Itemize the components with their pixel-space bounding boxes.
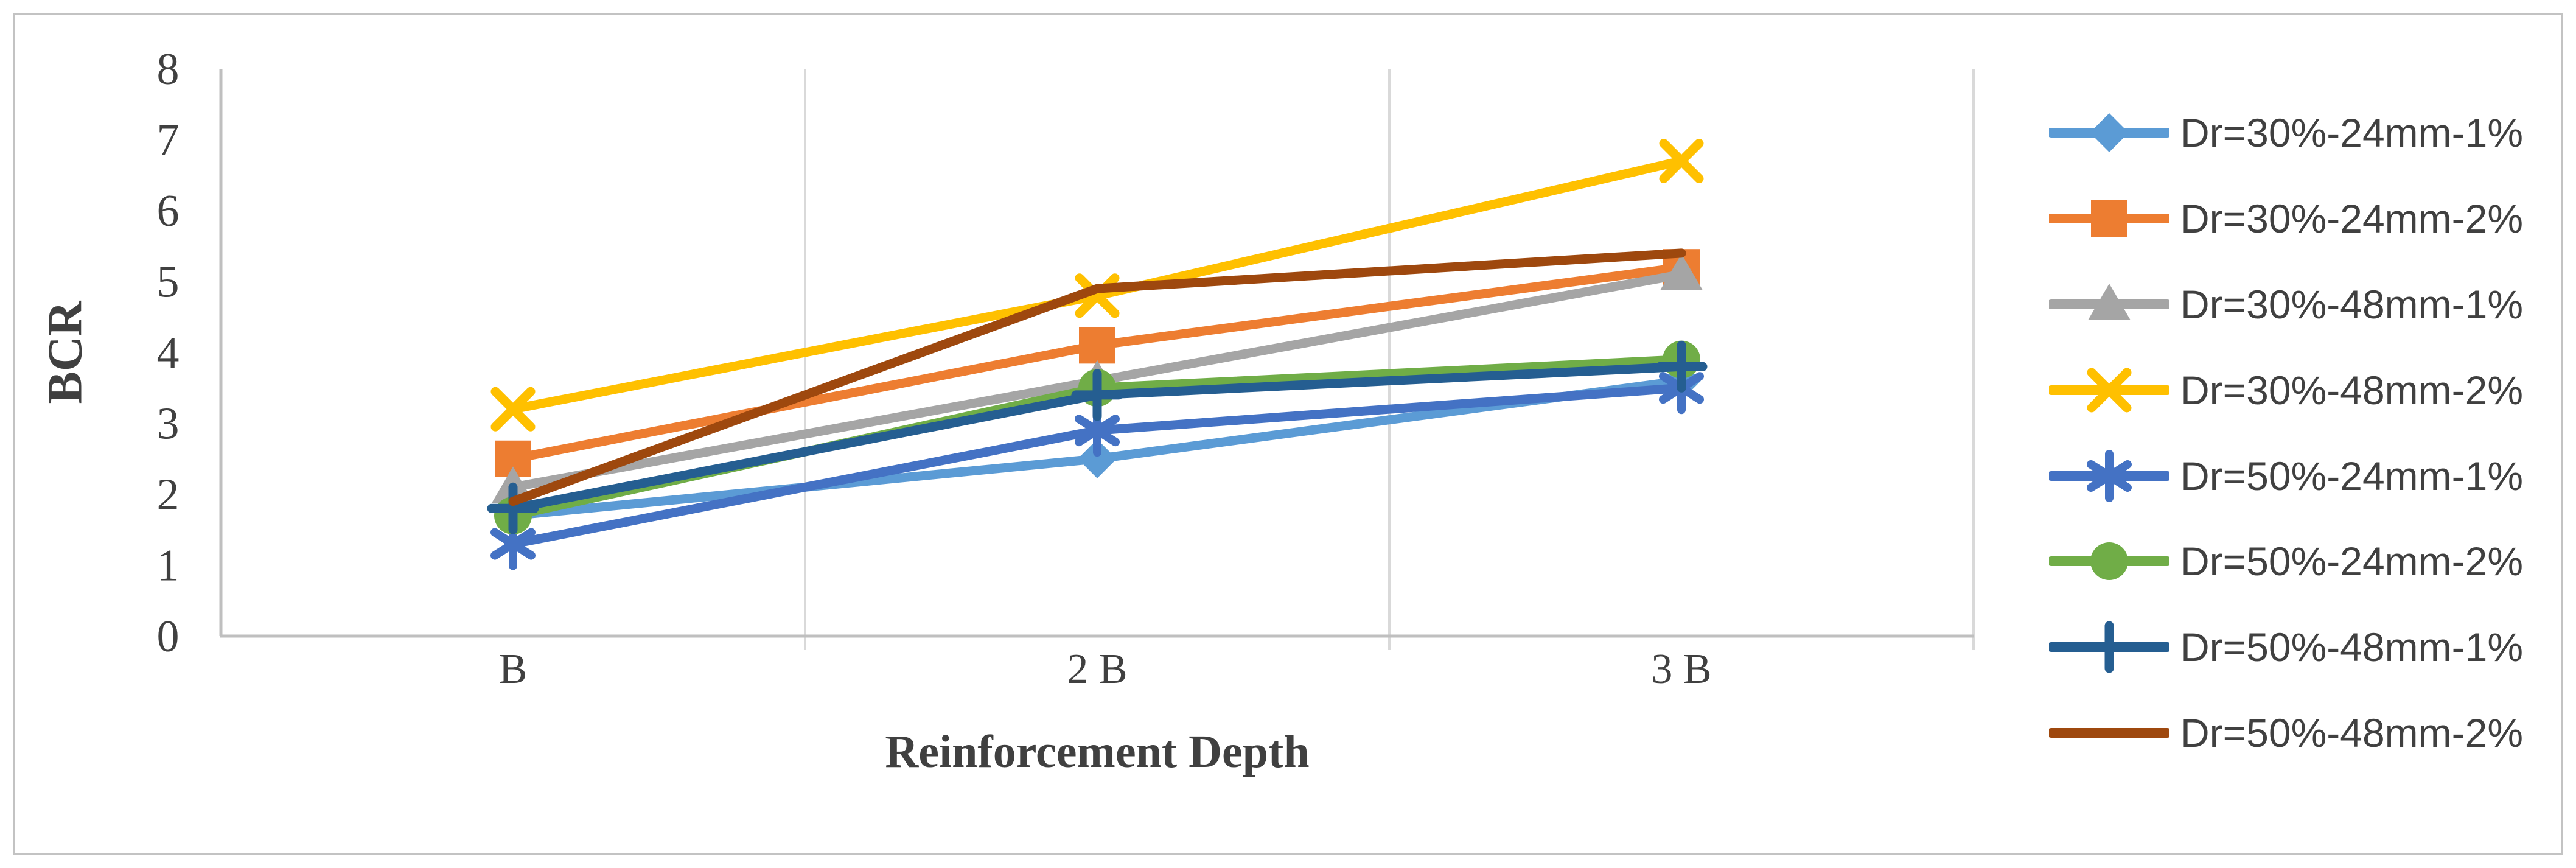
legend-swatch-asterisk-icon — [2049, 449, 2169, 502]
x-marker — [1659, 138, 1704, 183]
series-3 — [490, 138, 1704, 432]
legend-swatch-plus-icon — [2049, 621, 2169, 673]
series-7 — [508, 248, 1686, 506]
x-marker — [490, 387, 536, 432]
square-marker — [1079, 327, 1115, 364]
legend-swatch-square-icon — [2049, 200, 2169, 237]
plus-marker — [1655, 340, 1708, 393]
legend-item: Dr=50%-48mm-2% — [2049, 690, 2523, 776]
diamond-marker — [1078, 439, 1117, 478]
legend-swatch-circle-icon — [2049, 542, 2169, 581]
y-tick-label: 0 — [157, 612, 180, 662]
y-tick-label: 7 — [157, 116, 180, 166]
x-category-label: B — [499, 646, 528, 693]
legend-item: Dr=50%-24mm-2% — [2049, 519, 2523, 604]
triangle-marker — [2088, 283, 2131, 320]
legend-label: Dr=50%-48mm-1% — [2180, 625, 2523, 670]
x-marker — [2087, 368, 2132, 413]
legend-item: Dr=30%-24mm-2% — [2049, 176, 2523, 262]
legend-label: Dr=50%-24mm-1% — [2180, 453, 2523, 499]
legend-item: Dr=50%-48mm-1% — [2049, 604, 2523, 690]
y-tick-label: 4 — [157, 328, 180, 378]
legend-label: Dr=30%-24mm-1% — [2180, 110, 2523, 156]
legend-item: Dr=30%-24mm-1% — [2049, 90, 2523, 176]
x-category-label: 3 B — [1651, 646, 1711, 693]
legend-swatch-x-icon — [2049, 368, 2169, 413]
y-tick-label: 1 — [157, 541, 180, 591]
legend-swatch-diamond-icon — [2049, 113, 2169, 153]
legend-item: Dr=30%-48mm-1% — [2049, 262, 2523, 348]
triangle-marker — [1660, 253, 1703, 290]
plus-marker — [2083, 621, 2135, 673]
x-category-label: 2 B — [1067, 646, 1127, 693]
plus-marker — [487, 482, 539, 534]
legend-label: Dr=50%-48mm-2% — [2180, 710, 2523, 755]
y-axis-title: BCR — [38, 301, 92, 404]
legend-label: Dr=30%-24mm-2% — [2180, 196, 2523, 242]
x-axis-title: Reinforcement Depth — [885, 726, 1310, 777]
legend-label: Dr=30%-48mm-1% — [2180, 281, 2523, 327]
square-marker — [2091, 200, 2127, 237]
legend: Dr=30%-24mm-1% Dr=30%-24mm-2% Dr=30%-48mm-… — [2049, 90, 2523, 775]
legend-label: Dr=50%-24mm-2% — [2180, 539, 2523, 584]
y-tick-label: 6 — [157, 186, 180, 236]
legend-item: Dr=50%-24mm-1% — [2049, 433, 2523, 519]
series-line — [508, 248, 1686, 506]
y-tick-label: 2 — [157, 470, 180, 520]
legend-label: Dr=30%-48mm-2% — [2180, 367, 2523, 413]
circle-marker — [2090, 542, 2128, 581]
y-tick-label: 8 — [157, 44, 180, 94]
y-tick-label: 3 — [157, 399, 180, 449]
legend-swatch-triangle-icon — [2049, 283, 2169, 320]
asterisk-marker — [2087, 449, 2132, 502]
series-6 — [487, 340, 1708, 534]
plus-marker — [1071, 369, 1123, 421]
legend-item: Dr=30%-48mm-2% — [2049, 347, 2523, 433]
legend-swatch-none-icon — [2049, 727, 2169, 738]
diamond-marker — [2090, 113, 2129, 153]
y-tick-label: 5 — [157, 257, 180, 307]
